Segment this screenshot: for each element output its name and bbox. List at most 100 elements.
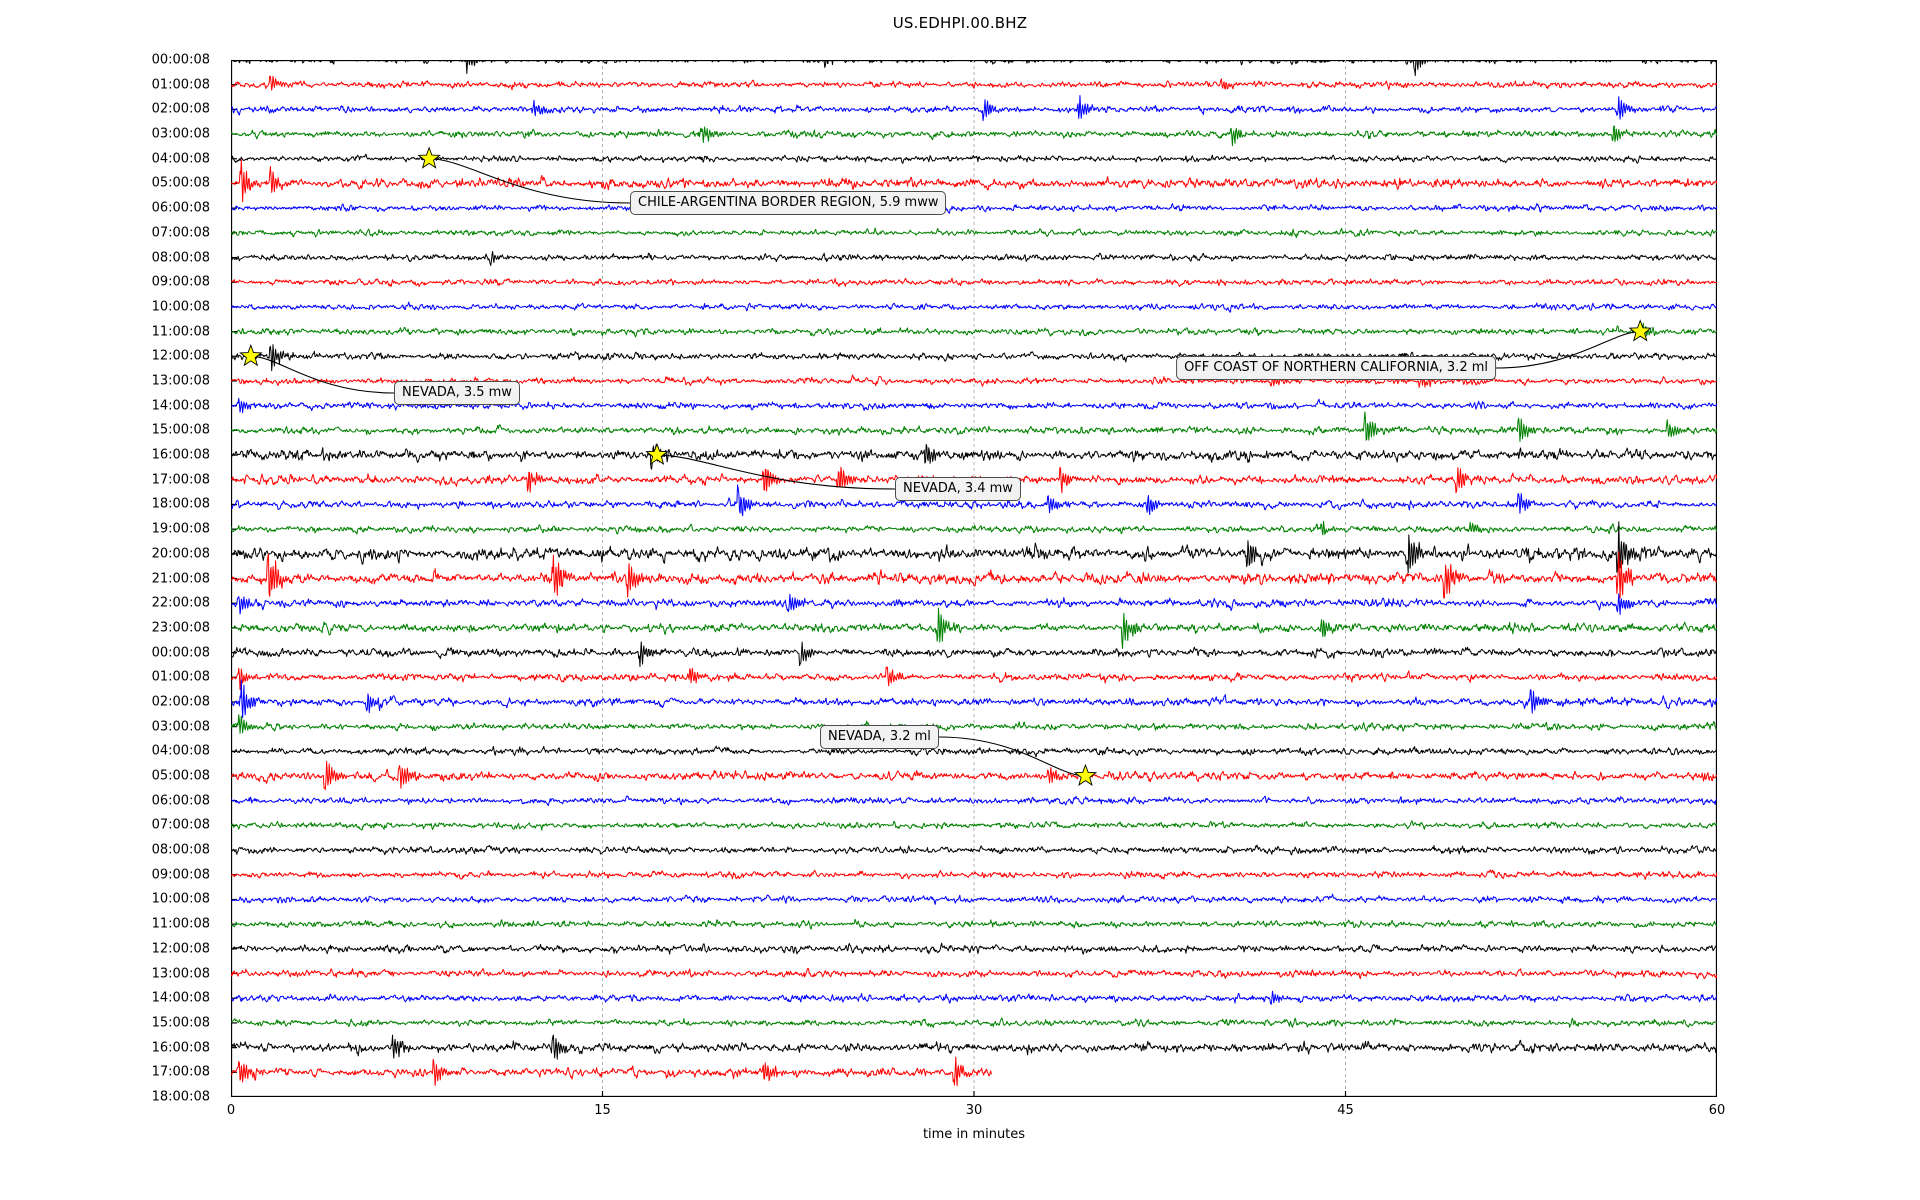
- seismogram-trace[interactable]: [231, 227, 1717, 239]
- event-star-icon[interactable]: [239, 343, 263, 367]
- event-annotation-label[interactable]: NEVADA, 3.2 ml: [820, 725, 939, 749]
- seismogram-trace[interactable]: [231, 521, 1717, 536]
- seismogram-trace[interactable]: [231, 397, 1717, 414]
- seismogram-trace[interactable]: [231, 203, 1717, 214]
- y-tick-label: 02:00:08: [151, 101, 210, 117]
- y-axis-labels: 00:00:08 01:00:08 02:00:08 03:00:08 04:00:08…: [0, 53, 224, 1105]
- seismogram-trace[interactable]: [231, 484, 1717, 517]
- seismogram-trace[interactable]: [231, 75, 1717, 91]
- y-tick-label: 17:00:08: [151, 1064, 210, 1080]
- seismogram-trace[interactable]: [231, 844, 1717, 856]
- x-tick-label: 0: [226, 1103, 236, 1118]
- y-tick-label: 09:00:08: [151, 274, 210, 290]
- y-tick-label: 03:00:08: [151, 126, 210, 142]
- y-tick-label: 12:00:08: [151, 348, 210, 364]
- seismogram-trace[interactable]: [231, 607, 1717, 649]
- page-title: US.EDHPI.00.BHZ: [892, 14, 1028, 32]
- seismogram-trace[interactable]: [231, 990, 1717, 1005]
- seismogram-trace[interactable]: [231, 893, 1717, 905]
- seismogram-trace[interactable]: [231, 251, 1717, 266]
- seismogram-trace[interactable]: [231, 411, 1717, 442]
- y-tick-label: 17:00:08: [151, 472, 210, 488]
- y-tick-label: 07:00:08: [151, 817, 210, 833]
- seismogram-trace[interactable]: [231, 760, 1717, 791]
- seismogram-trace[interactable]: [231, 679, 1717, 719]
- y-tick-label: 04:00:08: [151, 743, 210, 759]
- seismogram-trace[interactable]: [231, 159, 1717, 203]
- seismogram-trace[interactable]: [231, 551, 1717, 599]
- seismogram-trace[interactable]: [231, 125, 1717, 147]
- event-star-icon[interactable]: [1628, 319, 1652, 342]
- y-tick-label: 15:00:08: [151, 1015, 210, 1031]
- y-tick-label: 20:00:08: [151, 546, 210, 562]
- y-tick-label: 00:00:08: [151, 645, 210, 661]
- event-annotation-label[interactable]: NEVADA, 3.4 mw: [895, 477, 1021, 501]
- y-tick-label: 12:00:08: [151, 941, 210, 957]
- y-tick-label: 07:00:08: [151, 225, 210, 241]
- y-tick-label: 08:00:08: [151, 250, 210, 266]
- y-tick-label: 19:00:08: [151, 521, 210, 537]
- seismogram-canvas[interactable]: [231, 60, 1717, 1097]
- y-tick-label: 10:00:08: [151, 299, 210, 315]
- seismogram-trace[interactable]: [231, 714, 1717, 734]
- y-tick-label: 21:00:08: [151, 571, 210, 586]
- trace-group: [231, 60, 1717, 1087]
- y-tick-label: 16:00:08: [151, 447, 210, 463]
- event-annotation-label[interactable]: CHILE-ARGENTINA BORDER REGION, 5.9 mww: [630, 191, 947, 215]
- y-tick-label: 13:00:08: [151, 966, 210, 982]
- x-tick-label: 45: [1337, 1103, 1354, 1118]
- x-tick-label: 15: [594, 1103, 611, 1118]
- seismogram-trace[interactable]: [231, 593, 1717, 615]
- y-tick-label: 11:00:08: [151, 916, 210, 932]
- event-annotation-label[interactable]: OFF COAST OF NORTHERN CALIFORNIA, 3.2 ml: [1176, 356, 1496, 380]
- event-star-icon[interactable]: [1073, 763, 1098, 786]
- y-tick-label: 16:00:08: [151, 1040, 210, 1056]
- seismogram-trace[interactable]: [231, 820, 1717, 831]
- annotation-leader-line: [656, 454, 896, 490]
- y-tick-label: 03:00:08: [151, 719, 210, 735]
- seismogram-trace[interactable]: [231, 301, 1717, 313]
- y-tick-label: 14:00:08: [151, 990, 210, 1006]
- seismogram-trace[interactable]: [231, 277, 1717, 288]
- annotation-leader-line: [938, 736, 1086, 777]
- y-tick-label: 11:00:08: [151, 324, 210, 340]
- annotation-leader-line: [429, 158, 631, 204]
- seismogram-trace[interactable]: [231, 95, 1717, 122]
- event-markers: [239, 146, 1652, 786]
- y-tick-label: 13:00:08: [151, 373, 210, 389]
- y-tick-label: 06:00:08: [151, 793, 210, 809]
- seismogram-trace[interactable]: [231, 918, 1717, 930]
- y-tick-label: 01:00:08: [151, 669, 210, 685]
- seismogram-trace[interactable]: [231, 942, 1717, 955]
- seismogram-trace[interactable]: [231, 322, 1717, 338]
- y-tick-label: 05:00:08: [151, 175, 210, 191]
- y-tick-label: 09:00:08: [151, 867, 210, 883]
- y-tick-label: 14:00:08: [151, 398, 210, 414]
- seismogram-trace[interactable]: [231, 869, 1717, 880]
- seismogram-trace[interactable]: [231, 1034, 1717, 1060]
- plot-area[interactable]: [231, 60, 1717, 1097]
- x-tick-marks: [231, 1091, 1717, 1097]
- y-tick-label: 18:00:08: [151, 496, 210, 512]
- seismogram-trace[interactable]: [231, 153, 1717, 164]
- x-axis-labels: 0 15 30 45 60: [227, 1097, 1725, 1123]
- y-tick-label: 23:00:08: [151, 620, 210, 636]
- event-annotation-label[interactable]: NEVADA, 3.5 mw: [394, 381, 520, 405]
- seismogram-trace[interactable]: [231, 745, 1717, 758]
- seismogram-trace[interactable]: [231, 795, 1717, 806]
- seismogram-trace[interactable]: [231, 443, 1717, 470]
- seismogram-trace[interactable]: [231, 1056, 992, 1087]
- seismogram-trace[interactable]: [231, 521, 1717, 574]
- event-star-icon[interactable]: [645, 442, 669, 465]
- x-axis-title: time in minutes: [922, 1127, 1026, 1142]
- y-tick-label: 08:00:08: [151, 842, 210, 858]
- event-star-icon[interactable]: [417, 146, 441, 169]
- seismogram-trace[interactable]: [231, 1017, 1717, 1029]
- seismogram-trace[interactable]: [231, 666, 1717, 690]
- annotation-leader-line: [1495, 331, 1641, 369]
- y-tick-label: 01:00:08: [151, 77, 210, 93]
- seismogram-trace[interactable]: [231, 641, 1717, 668]
- seismogram-trace[interactable]: [231, 967, 1717, 980]
